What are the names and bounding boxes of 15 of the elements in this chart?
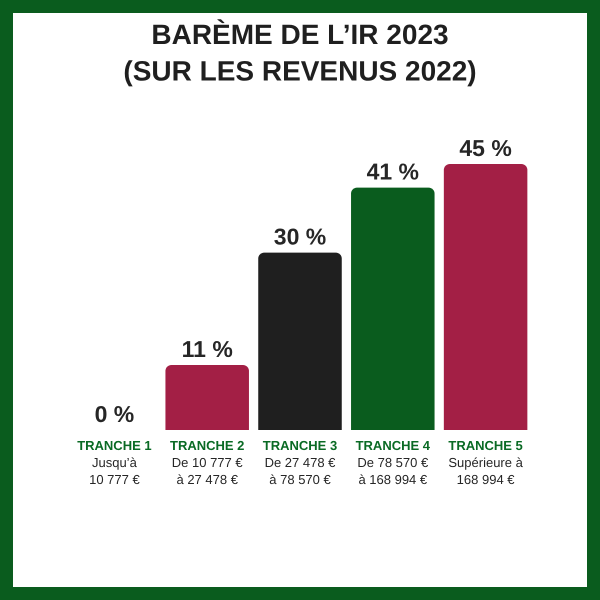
data-label: 30 % bbox=[274, 224, 326, 250]
bar bbox=[351, 188, 435, 430]
x-tick-label: TRANCHE 3 De 27 478 € à 78 570 € bbox=[262, 438, 338, 487]
data-label: 45 % bbox=[459, 135, 512, 161]
data-label: 41 % bbox=[366, 158, 420, 185]
chart-title: BARÈME DE L’IR 2023 (SUR LES REVENUS 2022) bbox=[123, 19, 477, 86]
x-tick-label: TRANCHE 2 De 10 777 € à 27 478 € bbox=[170, 438, 244, 487]
x-tick-label: TRANCHE 4 De 78 570 € à 168 994 € bbox=[356, 438, 431, 487]
bar bbox=[444, 164, 528, 430]
bar bbox=[258, 252, 342, 430]
bar bbox=[165, 364, 249, 430]
x-tick-label: TRANCHE 5 Supérieure à 168 994 € bbox=[448, 438, 524, 487]
x-tick-label: TRANCHE 1 Jusqu’à 10 777 € bbox=[77, 438, 152, 487]
data-label: 11 % bbox=[182, 336, 233, 362]
data-label: 0 % bbox=[94, 401, 134, 427]
